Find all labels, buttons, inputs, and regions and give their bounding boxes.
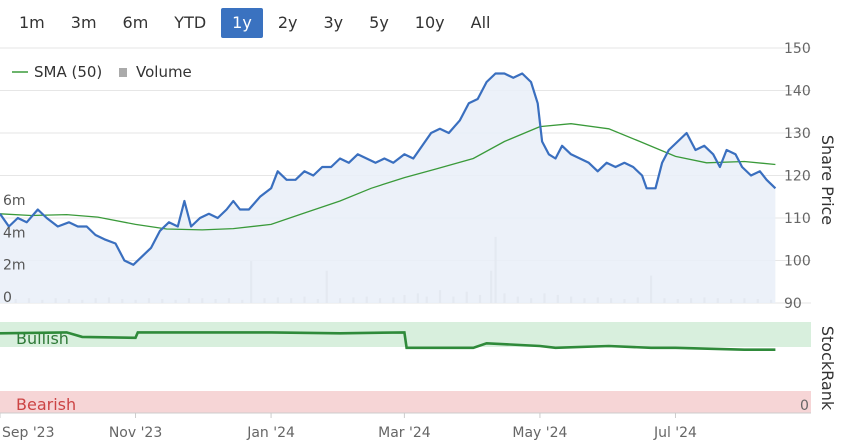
- stockrank-axis-title: StockRank: [818, 326, 837, 411]
- sma-legend-label: SMA (50): [34, 63, 102, 81]
- range-button-5y[interactable]: 5y: [358, 8, 400, 38]
- price-area-fill: [0, 73, 776, 303]
- range-button-3m[interactable]: 3m: [60, 8, 108, 38]
- stockrank-line-group: [0, 331, 776, 351]
- bearish-band: [0, 391, 811, 413]
- sma-line-group: [0, 123, 776, 231]
- stockrank-panel: Bullish Bearish 0 StockRank: [0, 322, 837, 414]
- range-button-3y[interactable]: 3y: [312, 8, 354, 38]
- bearish-label: Bearish: [16, 395, 76, 414]
- price-tick-100: 100: [784, 254, 811, 270]
- range-button-10y[interactable]: 10y: [404, 8, 456, 38]
- date-tick-Mar '24: Mar '24: [378, 425, 431, 441]
- share-price-axis-title: Share Price: [818, 135, 837, 225]
- price-tick-90: 90: [784, 296, 802, 312]
- volume-axis: 0 2m 4m 6m: [3, 193, 26, 306]
- range-button-6m[interactable]: 6m: [112, 8, 160, 38]
- price-tick-130: 130: [784, 126, 811, 142]
- price-area: [0, 73, 776, 303]
- volume-tick-2m: 2m: [3, 258, 26, 274]
- date-tick-Jul '24: Jul '24: [653, 425, 697, 441]
- volume-legend-label: Volume: [136, 63, 192, 81]
- range-button-2y[interactable]: 2y: [267, 8, 309, 38]
- date-tick-Sep '23: Sep '23: [2, 425, 55, 441]
- legend: SMA (50) Volume: [12, 63, 192, 81]
- price-tick-110: 110: [784, 211, 811, 227]
- volume-tick-4m: 4m: [3, 225, 26, 241]
- range-selector: 1m 3m 6m YTD 1y 2y 3y 5y 10y All: [8, 8, 505, 38]
- date-tick-Jan '24: Jan '24: [246, 425, 295, 441]
- range-button-all[interactable]: All: [460, 8, 502, 38]
- price-line-group: [0, 72, 777, 266]
- range-button-1y[interactable]: 1y: [221, 8, 263, 38]
- volume-tick-0: 0: [3, 290, 12, 306]
- volume-legend-swatch: [119, 68, 127, 77]
- date-axis: Sep '23 Nov '23 Jan '24 Mar '24 May '24 Jul '…: [0, 413, 697, 441]
- date-tick-Nov '23: Nov '23: [109, 425, 162, 441]
- range-button-ytd[interactable]: YTD: [163, 8, 217, 38]
- stockrank-zero-tick: 0: [800, 398, 809, 414]
- price-axis: 90 100 110 120 130 140 150: [784, 41, 811, 312]
- price-tick-120: 120: [784, 169, 811, 185]
- date-tick-May '24: May '24: [512, 425, 567, 441]
- volume-tick-6m: 6m: [3, 193, 26, 209]
- sma-line: [0, 123, 776, 231]
- range-button-1m[interactable]: 1m: [8, 8, 56, 38]
- stockrank-line: [0, 331, 776, 351]
- price-tick-150: 150: [784, 41, 811, 57]
- price-tick-140: 140: [784, 84, 811, 100]
